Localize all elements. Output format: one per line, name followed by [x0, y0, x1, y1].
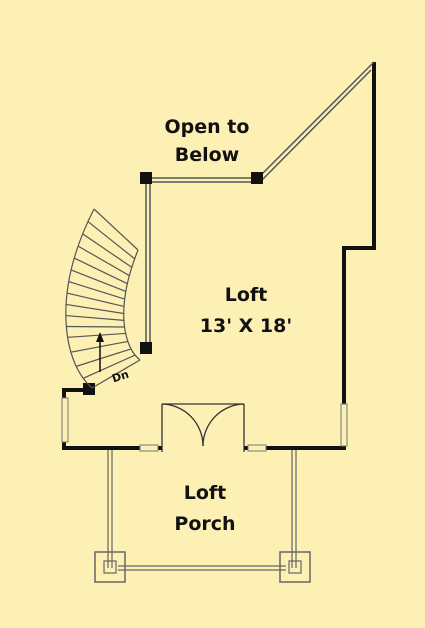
loft-dimensions: 13' X 18' — [199, 315, 293, 337]
window — [340, 403, 348, 447]
rail-diagonal — [257, 61, 375, 179]
french-doors — [161, 403, 245, 452]
open-to-below-label: Open to Below — [146, 118, 268, 165]
stair-tread — [82, 233, 133, 268]
stair-tread — [65, 303, 124, 315]
porch-line2: Porch — [174, 513, 236, 535]
stair-tread — [91, 359, 141, 389]
stair-tread — [73, 257, 128, 285]
open-to-below-line1: Open to — [164, 116, 250, 138]
open-to-below-line2: Below — [174, 144, 240, 166]
stair-tread — [66, 325, 125, 328]
right-wall — [244, 62, 376, 450]
stair-tread — [68, 281, 125, 300]
door-swing-right — [202, 403, 245, 447]
stair-tread — [77, 245, 130, 277]
post — [251, 172, 263, 184]
stair-tread — [65, 314, 124, 321]
loft-label: Loft 13' X 18' — [176, 286, 316, 336]
stair-tread — [70, 269, 126, 293]
post — [140, 172, 152, 184]
railings — [145, 61, 375, 348]
stair-tread — [87, 221, 136, 260]
porch-column — [103, 560, 117, 574]
left-wall — [62, 388, 162, 450]
loft-name: Loft — [224, 284, 268, 306]
stair-treads — [65, 208, 141, 389]
porch-line1: Loft — [183, 482, 227, 504]
porch-column-base — [279, 551, 311, 583]
porch-column-base — [94, 551, 126, 583]
rail-diagonal-inner — [261, 69, 372, 181]
stair-tread — [83, 354, 136, 379]
window — [61, 397, 69, 443]
posts — [83, 172, 263, 395]
window — [247, 444, 267, 452]
window — [139, 444, 159, 452]
stair-outer-edge — [65, 208, 95, 389]
curved-stair — [65, 208, 141, 389]
stair-arrow-head — [96, 332, 104, 342]
stair-tread — [67, 332, 126, 338]
stair-tread — [76, 348, 132, 367]
porch-structure — [94, 450, 311, 583]
porch-label: Loft Porch — [150, 484, 260, 534]
door-swing-left — [161, 403, 204, 447]
stair-tread — [93, 208, 139, 251]
post — [83, 383, 95, 395]
stair-inner-edge — [123, 249, 141, 361]
stair-tread — [66, 292, 125, 307]
windows — [61, 397, 348, 452]
post — [140, 342, 152, 354]
porch-column — [288, 560, 302, 574]
